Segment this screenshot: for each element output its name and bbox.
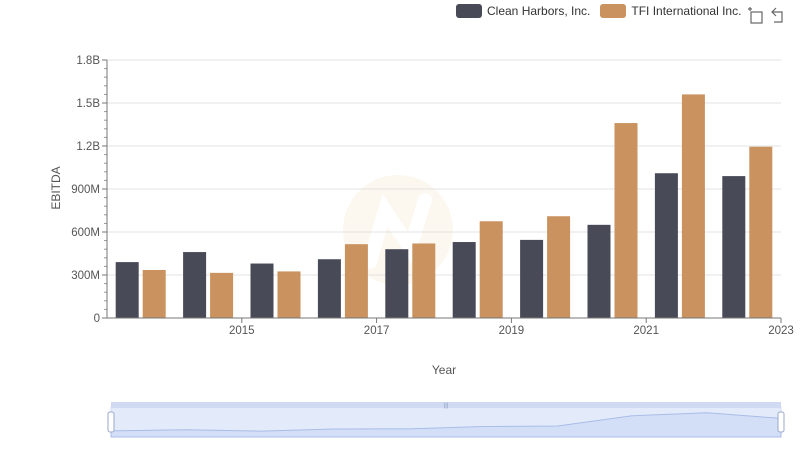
x-tick-label: 2015 <box>229 325 255 337</box>
x-tick-label: 2021 <box>633 325 659 337</box>
legend-label: Clean Harbors, Inc. <box>487 4 591 18</box>
legend-label: TFI International Inc. <box>631 4 742 18</box>
box-zoom-icon[interactable] <box>746 6 764 24</box>
bar-tfi-2019[interactable] <box>479 221 503 318</box>
bar-clean-harbors-2018[interactable] <box>385 249 409 318</box>
x-axis-title: Year <box>432 363 456 377</box>
y-tick-label: 300M <box>71 270 100 282</box>
zoom-drag-grip[interactable]: ||| <box>444 403 449 409</box>
bar-clean-harbors-2017[interactable] <box>317 259 341 318</box>
bar-tfi-2017[interactable] <box>344 244 368 318</box>
x-tick-label: 2023 <box>768 325 794 337</box>
y-tick-label: 1.8B <box>76 55 100 67</box>
x-tick-label: 2017 <box>364 325 390 337</box>
bar-tfi-2014[interactable] <box>142 269 166 318</box>
bar-tfi-2021[interactable] <box>614 123 638 318</box>
bar-clean-harbors-2019[interactable] <box>452 242 476 318</box>
x-tick-label: 2019 <box>499 325 525 337</box>
bars <box>115 94 773 319</box>
bar-tfi-2022[interactable] <box>681 94 705 319</box>
bar-tfi-2016[interactable] <box>277 271 301 318</box>
reset-zoom-icon[interactable] <box>770 6 788 24</box>
bar-tfi-2018[interactable] <box>412 243 436 318</box>
zoom-handle-left[interactable] <box>107 411 115 433</box>
legend-item-clean-harbors[interactable]: Clean Harbors, Inc. <box>456 4 590 18</box>
bar-clean-harbors-2023[interactable] <box>722 176 746 318</box>
legend: Clean Harbors, Inc. TFI International In… <box>456 4 751 18</box>
legend-swatch <box>456 4 482 18</box>
bar-clean-harbors-2021[interactable] <box>587 224 611 318</box>
bar-tfi-2023[interactable] <box>749 146 773 318</box>
y-tick-label: 0 <box>94 313 100 325</box>
bar-clean-harbors-2014[interactable] <box>115 262 139 318</box>
bar-clean-harbors-2015[interactable] <box>183 252 207 318</box>
y-tick-label: 1.2B <box>76 141 100 153</box>
legend-item-tfi[interactable]: TFI International Inc. <box>600 4 741 18</box>
y-tick-label: 900M <box>71 184 100 196</box>
zoom-top-bar[interactable] <box>111 402 781 408</box>
zoom-handle-right[interactable] <box>777 411 785 433</box>
y-axis-title: EBITDA <box>49 166 63 209</box>
data-zoom-slider[interactable]: ||| <box>107 402 785 438</box>
axes: 0 300M 600M 900M 1.2B 1.5B 1.8B 2015 2017 2019 202… <box>71 55 794 337</box>
bar-clean-harbors-2020[interactable] <box>520 239 544 318</box>
bar-clean-harbors-2022[interactable] <box>654 173 678 318</box>
bar-tfi-2020[interactable] <box>547 216 571 318</box>
toolbar <box>746 6 788 24</box>
bar-tfi-2015[interactable] <box>210 272 234 318</box>
legend-swatch <box>600 4 627 18</box>
y-tick-label: 600M <box>71 227 100 239</box>
bar-clean-harbors-2016[interactable] <box>250 263 274 318</box>
y-tick-label: 1.5B <box>76 98 100 110</box>
